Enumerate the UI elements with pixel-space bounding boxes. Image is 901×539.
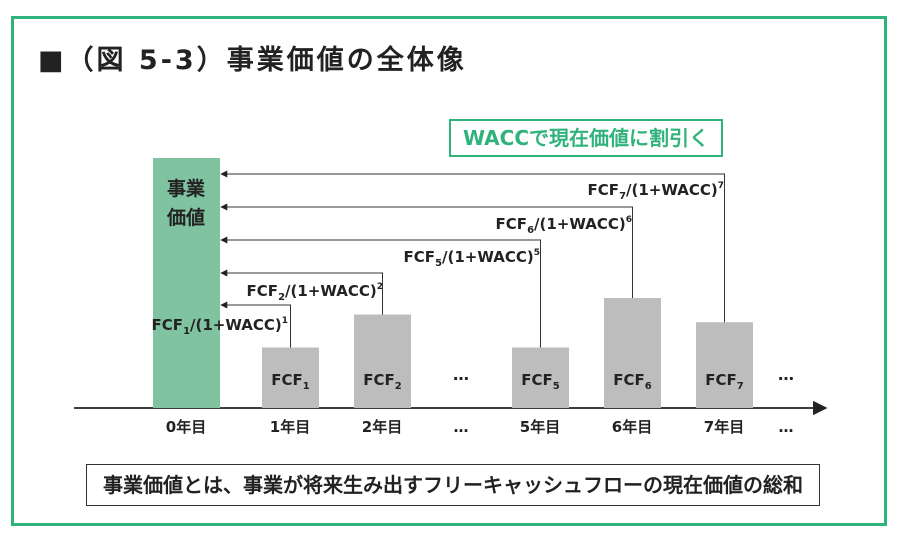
year-label: … bbox=[454, 418, 469, 436]
fcf-bar bbox=[354, 314, 411, 408]
fcf-bar bbox=[512, 347, 569, 408]
discount-formula: FCF2/(1+WACC)2 bbox=[247, 282, 383, 303]
year-label: 5年目 bbox=[520, 418, 560, 436]
discount-formula: FCF6/(1+WACC)6 bbox=[496, 215, 632, 236]
year-label: 2年目 bbox=[362, 418, 402, 436]
fcf-bar-label: FCF6 bbox=[613, 371, 652, 392]
fcf-bar bbox=[262, 347, 319, 408]
year-label: … bbox=[779, 418, 794, 436]
fcf-bar-label: FCF5 bbox=[521, 371, 560, 392]
fcf-bar bbox=[604, 298, 661, 408]
discount-arrow bbox=[220, 236, 541, 348]
year-label: 0年目 bbox=[166, 418, 206, 436]
discount-arrow bbox=[220, 203, 633, 298]
discount-formula: FCF1/(1+WACC)1 bbox=[152, 316, 288, 337]
discount-formula: FCF7/(1+WACC)7 bbox=[588, 181, 724, 202]
ellipsis: … bbox=[778, 365, 794, 384]
fcf-bar-label: FCF2 bbox=[363, 371, 402, 392]
business-value-label: 価値 bbox=[166, 207, 205, 229]
discount-arrow bbox=[220, 170, 725, 323]
fcf-bar-label: FCF7 bbox=[705, 371, 744, 392]
discount-label-box: WACCで現在価値に割引く bbox=[449, 119, 723, 157]
discount-arrow bbox=[220, 269, 383, 315]
discount-formula: FCF5/(1+WACC)5 bbox=[404, 248, 540, 269]
fcf-bar bbox=[696, 322, 753, 408]
year-label: 7年目 bbox=[704, 418, 744, 436]
figure-frame bbox=[11, 16, 887, 526]
caption-box: 事業価値とは、事業が将来生み出すフリーキャッシュフローの現在価値の総和 bbox=[86, 464, 820, 506]
year-label: 6年目 bbox=[612, 418, 652, 436]
figure-title: ■（図 5-3）事業価値の全体像 bbox=[38, 45, 467, 76]
business-value-label: 事業 bbox=[167, 177, 206, 200]
ellipsis: … bbox=[453, 365, 469, 384]
discount-arrow bbox=[220, 301, 291, 348]
fcf-bar-label: FCF1 bbox=[271, 371, 310, 392]
year-label: 1年目 bbox=[270, 418, 310, 436]
business-value-bar bbox=[153, 158, 220, 408]
